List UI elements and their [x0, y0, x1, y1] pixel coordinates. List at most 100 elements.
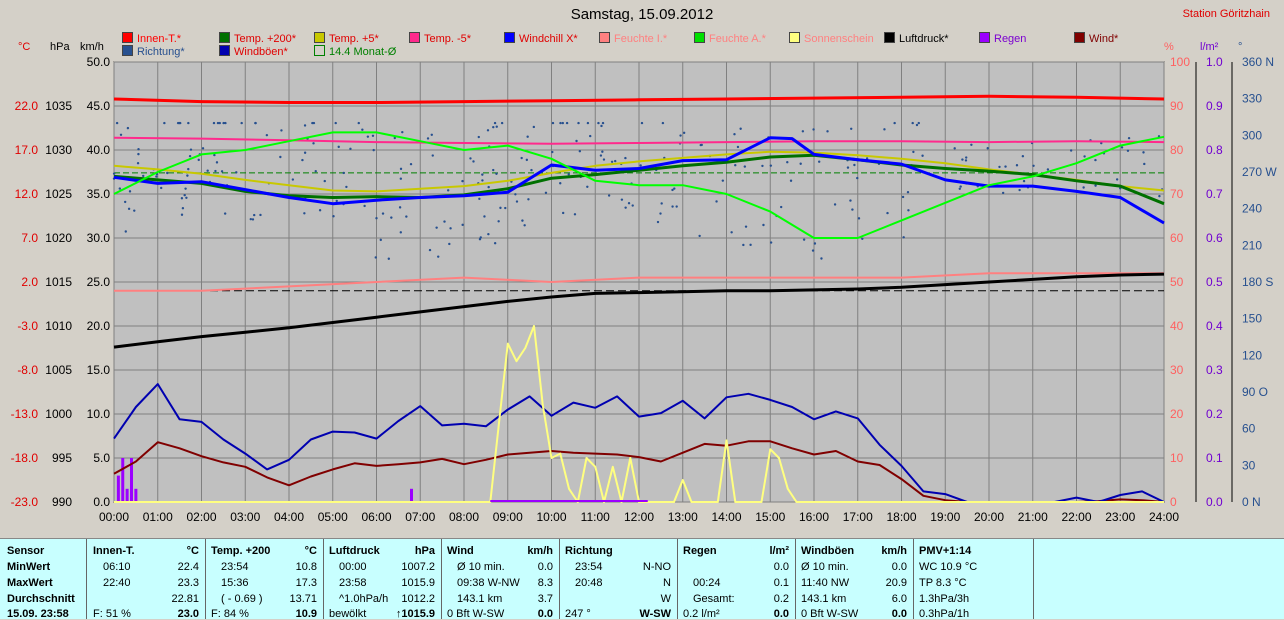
direction-point — [495, 125, 498, 128]
percent-tick-label: 90 — [1170, 99, 1184, 113]
direction-point — [850, 127, 853, 131]
hpa-tick-label: 995 — [52, 451, 72, 465]
percent-tick-label: 60 — [1170, 231, 1184, 245]
x-tick-label: 05:00 — [318, 510, 348, 524]
direction-tick-label: 150 — [1242, 312, 1262, 326]
row-label: MaxWert — [7, 577, 53, 589]
rain-tick-label: 0.2 — [1206, 407, 1223, 421]
legend-item: Luftdruck* — [884, 32, 949, 45]
direction-point — [600, 124, 603, 128]
legend-swatch — [219, 45, 230, 56]
direction-point — [561, 211, 565, 215]
direction-point — [1018, 188, 1021, 192]
celsius-tick-label: -8.0 — [17, 363, 38, 377]
cell-label: 247 ° — [565, 608, 591, 620]
axis-unit-pct: % — [1164, 41, 1174, 53]
cell-value: 10.8 — [295, 561, 317, 573]
direction-point — [216, 121, 220, 125]
cell-label: F: 51 % — [93, 608, 131, 620]
direction-point — [921, 154, 924, 157]
celsius-tick-label: -13.0 — [11, 407, 39, 421]
legend-label: Temp. +200* — [234, 33, 297, 45]
cell-label: ^1.0hPa/h — [339, 593, 389, 605]
cell-value: 6.0 — [891, 593, 907, 605]
direction-point — [820, 257, 823, 260]
direction-point — [495, 172, 498, 175]
cell-label: F: 84 % — [211, 608, 249, 620]
direction-point — [577, 121, 580, 125]
legend-swatch — [504, 32, 515, 43]
cell-value: 0.0 — [891, 561, 907, 573]
direction-point — [861, 237, 864, 240]
direction-point — [201, 147, 205, 150]
cell-label: 23:58 — [339, 577, 367, 589]
direction-point — [813, 242, 817, 245]
direction-point — [479, 236, 482, 239]
legend-label: Temp. -5* — [424, 33, 472, 45]
direction-point — [1004, 165, 1007, 168]
direction-point — [497, 220, 500, 223]
legend-label: Innen-T.* — [137, 33, 182, 45]
direction-point — [477, 135, 480, 139]
legend-swatch — [314, 45, 325, 56]
direction-point — [912, 150, 915, 154]
direction-point — [1083, 155, 1086, 158]
direction-point — [530, 168, 533, 172]
direction-point — [551, 150, 554, 154]
direction-tick-label: 210 — [1242, 238, 1262, 252]
direction-point — [578, 150, 582, 153]
legend-item: Innen-T.* — [122, 32, 181, 45]
cell-value: 17.3 — [295, 577, 317, 589]
cell-value: 0.0 — [537, 561, 553, 573]
direction-point — [736, 145, 740, 149]
x-tick-label: 07:00 — [405, 510, 435, 524]
cell-label: 09:38 W-NW — [457, 577, 520, 589]
direction-point — [206, 169, 209, 172]
direction-point — [481, 173, 484, 176]
direction-point — [399, 177, 403, 180]
stats-column: Luftdruck hPa 00:00 1007.2 23:58 1015.9 ^1.0hP… — [323, 539, 442, 620]
direction-point — [254, 121, 257, 125]
cell-value: 23.0 — [177, 608, 199, 620]
celsius-tick-label: -23.0 — [11, 495, 39, 509]
kmh-tick-label: 15.0 — [87, 363, 111, 377]
cell-value: 0.2 — [773, 593, 789, 605]
direction-point — [181, 207, 185, 210]
direction-point — [679, 134, 682, 137]
cell-value: 1012.2 — [401, 593, 435, 605]
direction-point — [381, 212, 385, 215]
station-name: Station Göritzhain — [1182, 8, 1270, 20]
direction-point — [1094, 158, 1097, 162]
direction-point — [586, 121, 590, 125]
series-windchill-x- — [113, 136, 1165, 225]
direction-point — [334, 121, 337, 125]
cell-value: 0.0 — [891, 608, 907, 620]
direction-point — [597, 121, 600, 125]
x-tick-label: 12:00 — [624, 510, 654, 524]
direction-point — [493, 242, 497, 245]
cell-label: 143.1 km — [801, 593, 847, 605]
direction-point — [127, 207, 131, 211]
direction-point — [544, 191, 548, 194]
direction-point — [163, 121, 166, 125]
cell-label: 15:36 — [221, 577, 249, 589]
direction-point — [178, 121, 182, 125]
cell-value: 8.3 — [537, 577, 553, 589]
rain-tick-label: 0.7 — [1206, 187, 1223, 201]
rain-tick-label: 0.8 — [1206, 143, 1223, 157]
percent-tick-label: 20 — [1170, 407, 1184, 421]
direction-point — [218, 121, 221, 125]
direction-point — [742, 243, 745, 247]
percent-tick-label: 40 — [1170, 319, 1184, 333]
cell-label: 00:00 — [339, 561, 367, 573]
cell-label: 143.1 km — [457, 593, 503, 605]
direction-point — [958, 187, 961, 191]
direction-point — [802, 238, 806, 241]
direction-point — [224, 121, 227, 125]
cell-value: 22.4 — [177, 561, 199, 573]
kmh-tick-label: 50.0 — [87, 55, 111, 69]
cell-value: ↑1015.9 — [395, 608, 435, 620]
rain-bar — [121, 458, 125, 502]
x-tick-label: 06:00 — [361, 510, 391, 524]
direction-point — [525, 158, 529, 162]
